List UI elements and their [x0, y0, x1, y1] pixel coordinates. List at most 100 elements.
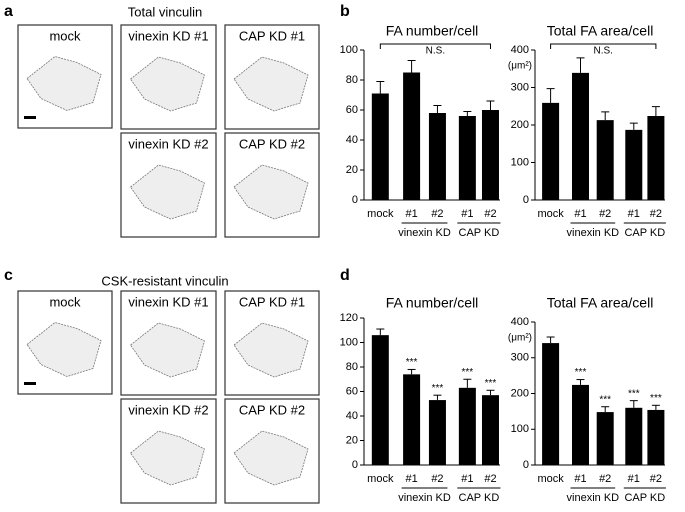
y-tick-label: 0 [523, 194, 529, 206]
cell-image [233, 430, 309, 486]
image-label: mock [49, 294, 81, 309]
scale-bar [24, 116, 36, 119]
x-tick-label: #2 [484, 208, 496, 220]
significance: *** [406, 357, 418, 368]
cell-image [26, 56, 102, 111]
bracket-label: N.S. [426, 46, 445, 57]
y-tick-label: 60 [346, 385, 358, 397]
y-tick-label: 400 [511, 44, 529, 56]
image-label: vinexin KD #1 [128, 294, 208, 309]
cell-image [129, 322, 205, 378]
cell-image [129, 430, 205, 486]
y-tick-label: 80 [346, 361, 358, 373]
cell-image [233, 322, 309, 378]
cell-image [26, 322, 102, 377]
bar [572, 384, 589, 465]
bar [596, 120, 614, 200]
x-tick-label: mock [367, 208, 394, 220]
bar [428, 400, 446, 465]
group-label: CAP KD [624, 227, 665, 239]
bar [403, 374, 421, 465]
y-tick-label: 100 [511, 156, 529, 168]
y-tick-label: 80 [346, 74, 358, 86]
panel-label: a [4, 3, 13, 20]
y-tick-label: 100 [340, 44, 358, 56]
cell-image [233, 56, 309, 112]
unit-label: (μm²) [508, 333, 532, 344]
y-tick-label: 300 [511, 352, 529, 364]
significance: *** [485, 378, 497, 389]
group-label: vinexin KD [398, 492, 451, 504]
bar [371, 93, 389, 200]
chart-title: Total FA area/cell [547, 23, 654, 39]
image-label: mock [49, 28, 81, 43]
x-tick-label: #1 [461, 208, 473, 220]
y-tick-label: 0 [523, 459, 529, 471]
chart-title: FA number/cell [386, 23, 479, 39]
group-label: vinexin KD [567, 492, 620, 504]
bar [542, 102, 560, 200]
bar [481, 110, 499, 200]
bar [572, 72, 589, 200]
y-tick-label: 0 [352, 194, 358, 206]
significance: *** [599, 394, 611, 405]
image-label: CAP KD #1 [239, 294, 305, 309]
panel-label: b [340, 3, 350, 20]
bar [428, 113, 446, 200]
group-label: vinexin KD [567, 227, 620, 239]
y-tick-label: 0 [352, 459, 358, 471]
y-tick-label: 400 [511, 316, 529, 328]
y-tick-label: 60 [346, 104, 358, 116]
y-tick-label: 200 [511, 387, 529, 399]
significance: *** [575, 367, 587, 378]
image-label: CAP KD #2 [239, 402, 305, 417]
x-tick-label: mock [537, 208, 564, 220]
x-tick-label: #2 [650, 473, 662, 485]
image-label: vinexin KD #1 [128, 28, 208, 43]
group-label: CAP KD [459, 227, 500, 239]
chart-title: FA number/cell [386, 295, 479, 311]
y-tick-label: 100 [511, 423, 529, 435]
x-tick-label: #1 [405, 208, 417, 220]
bar [481, 395, 499, 465]
x-tick-label: #2 [650, 208, 662, 220]
x-tick-label: mock [367, 473, 394, 485]
significance: *** [650, 393, 662, 404]
significance: *** [462, 367, 474, 378]
y-tick-label: 20 [346, 434, 358, 446]
image-label: vinexin KD #2 [128, 136, 208, 151]
bar [625, 129, 643, 200]
panel-label: d [340, 267, 350, 284]
y-tick-label: 120 [340, 312, 358, 324]
panel-label: c [4, 267, 13, 284]
x-tick-label: #1 [628, 473, 640, 485]
bracket [550, 43, 657, 49]
panel-title: CSK-resistant vinculin [101, 273, 228, 288]
x-tick-label: mock [537, 473, 564, 485]
bar [403, 72, 421, 200]
group-label: CAP KD [459, 492, 500, 504]
bar [625, 407, 643, 465]
group-label: CAP KD [624, 492, 665, 504]
image-label: CAP KD #2 [239, 136, 305, 151]
x-tick-label: #2 [599, 473, 611, 485]
x-tick-label: #2 [484, 473, 496, 485]
y-tick-label: 20 [346, 164, 358, 176]
y-tick-label: 40 [346, 410, 358, 422]
scale-bar [24, 382, 36, 385]
x-tick-label: #1 [574, 208, 586, 220]
unit-label: (μm²) [508, 61, 532, 72]
y-tick-label: 100 [340, 336, 358, 348]
x-tick-label: #1 [628, 208, 640, 220]
significance: *** [628, 388, 640, 399]
bar [542, 343, 560, 465]
x-tick-label: #1 [405, 473, 417, 485]
cell-image [233, 164, 309, 220]
group-label: vinexin KD [398, 227, 451, 239]
bracket [379, 43, 491, 49]
x-tick-label: #2 [431, 473, 443, 485]
cell-image [129, 164, 205, 220]
cell-image [129, 56, 205, 112]
bracket-label: N.S. [594, 46, 613, 57]
